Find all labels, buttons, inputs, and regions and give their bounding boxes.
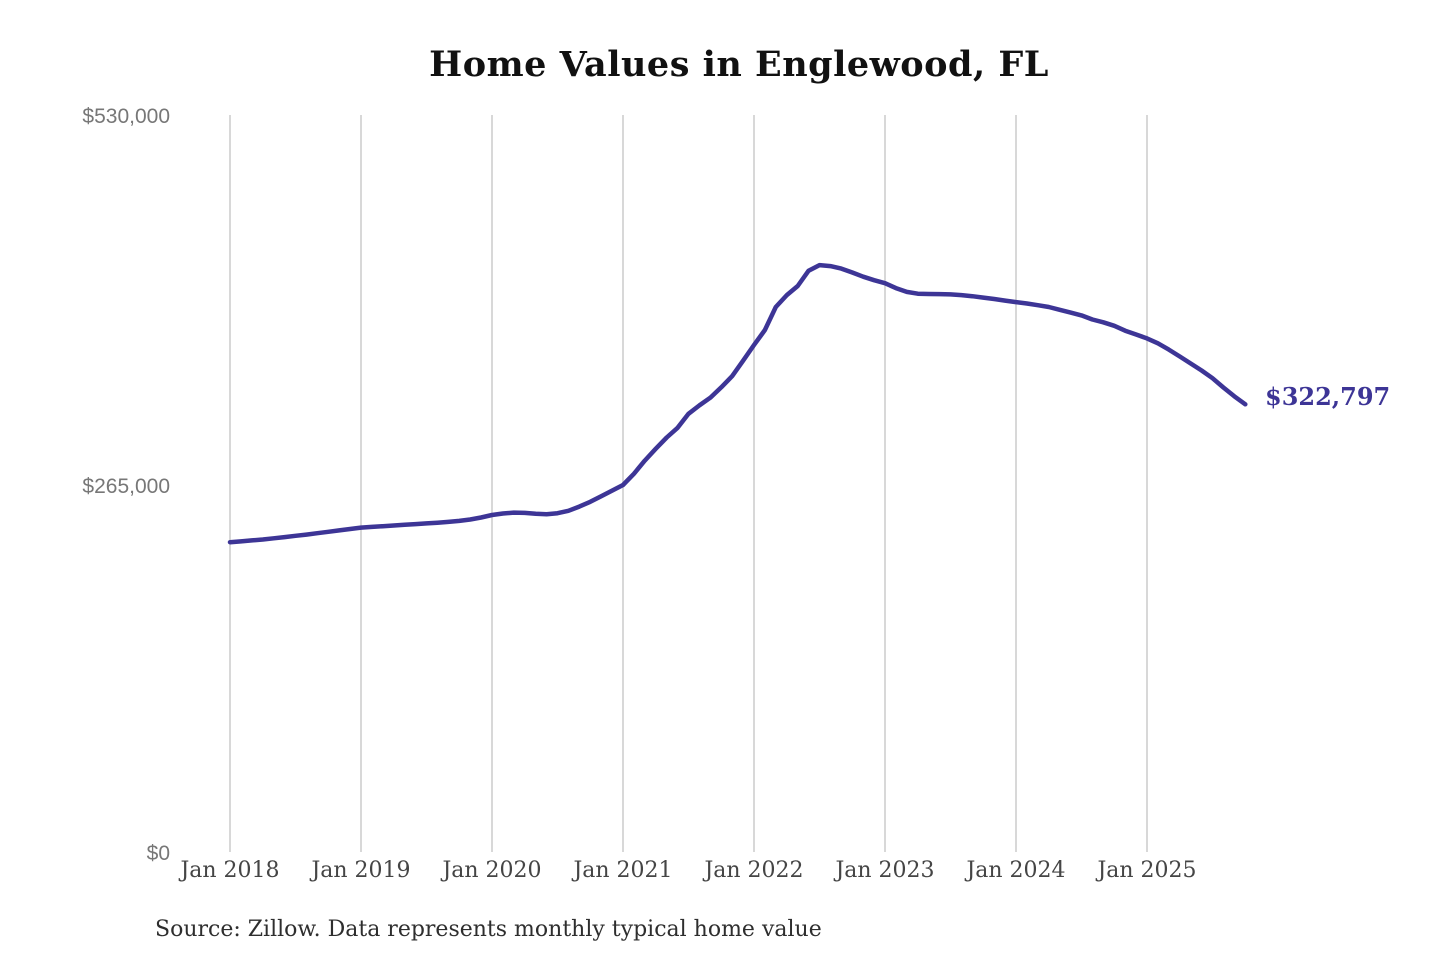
home-value-series-line	[227, 262, 1248, 545]
source-note: Source: Zillow. Data represents monthly …	[155, 917, 822, 942]
x-axis-tick-label-2024: Jan 2024	[966, 858, 1066, 883]
chart-title: Home Values in Englewood, FL	[429, 44, 1049, 85]
x-axis-tick-label-2019: Jan 2019	[311, 858, 411, 883]
x-axis-tick-label-2023: Jan 2023	[835, 858, 935, 883]
y-axis-tick-label-530000: $530,000	[82, 105, 170, 128]
latest-value-label: $322,797	[1265, 382, 1391, 411]
x-axis-tick-label-2020: Jan 2020	[442, 858, 542, 883]
x-axis-tick-label-2021: Jan 2021	[573, 858, 673, 883]
y-axis-tick-label-0: $0	[146, 842, 170, 865]
x-axis-tick-label-2025: Jan 2025	[1097, 858, 1197, 883]
y-axis-tick-label-265000: $265,000	[82, 475, 170, 498]
x-axis-tick-label-2018: Jan 2018	[180, 858, 280, 883]
x-axis-tick-label-2022: Jan 2022	[704, 858, 804, 883]
